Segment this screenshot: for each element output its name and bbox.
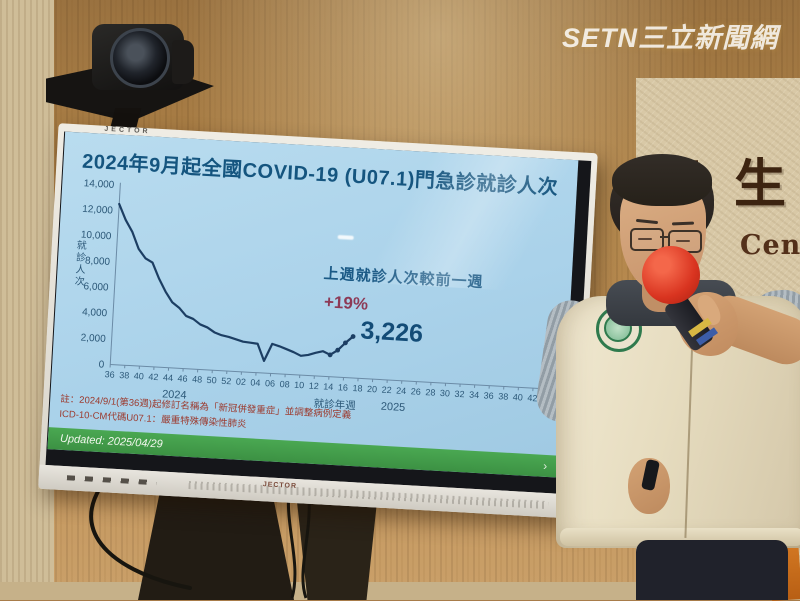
svg-text:6,000: 6,000 bbox=[83, 281, 109, 293]
svg-text:36: 36 bbox=[483, 390, 494, 401]
svg-text:12,000: 12,000 bbox=[82, 204, 114, 217]
eye-left bbox=[638, 238, 652, 240]
svg-text:4,000: 4,000 bbox=[82, 307, 108, 319]
svg-text:30: 30 bbox=[440, 388, 451, 399]
microphone-foam-head bbox=[642, 246, 700, 304]
covid-line-chart: 14,00012,00010,0008,0006,0004,0002,0000就… bbox=[47, 132, 578, 478]
svg-text:48: 48 bbox=[192, 374, 203, 385]
svg-text:12: 12 bbox=[308, 381, 319, 392]
wall-latin-text: Cen bbox=[740, 230, 800, 261]
presentation-display: JECTOR 2024年9月起全國COVID-19 (U07.1)門急診就診人次… bbox=[38, 123, 598, 519]
svg-text:38: 38 bbox=[119, 370, 130, 381]
hair-fringe bbox=[612, 154, 712, 206]
svg-text:34: 34 bbox=[469, 390, 480, 401]
svg-text:08: 08 bbox=[279, 379, 290, 390]
svg-text:20: 20 bbox=[367, 384, 378, 395]
svg-text:40: 40 bbox=[513, 392, 524, 403]
svg-text:診: 診 bbox=[76, 250, 87, 264]
svg-text:10: 10 bbox=[294, 380, 305, 391]
ptz-camera-side bbox=[172, 40, 194, 84]
chevron-right-icon[interactable]: › bbox=[543, 455, 548, 477]
svg-text:50: 50 bbox=[206, 375, 217, 386]
svg-text:26: 26 bbox=[411, 386, 422, 397]
svg-text:36: 36 bbox=[104, 369, 115, 380]
eye-right bbox=[676, 240, 690, 242]
svg-text:人: 人 bbox=[75, 263, 86, 276]
annotation-latest-value: 3,226 bbox=[360, 316, 424, 348]
annotation-percent-change: +19% bbox=[323, 292, 368, 314]
display-control-buttons[interactable] bbox=[67, 475, 157, 485]
svg-text:46: 46 bbox=[177, 373, 188, 384]
svg-text:16: 16 bbox=[338, 382, 349, 393]
camera-lens-icon bbox=[110, 28, 170, 88]
updated-date-label: Updated: 2025/04/29 bbox=[60, 433, 163, 451]
svg-text:42: 42 bbox=[148, 372, 159, 383]
svg-text:次: 次 bbox=[74, 274, 85, 288]
svg-text:14,000: 14,000 bbox=[83, 178, 115, 191]
svg-text:14: 14 bbox=[323, 381, 334, 392]
svg-text:8,000: 8,000 bbox=[85, 256, 111, 268]
trousers bbox=[636, 540, 788, 600]
svg-text:40: 40 bbox=[134, 371, 145, 382]
svg-text:18: 18 bbox=[352, 383, 363, 394]
svg-text:就: 就 bbox=[77, 238, 88, 252]
svg-text:22: 22 bbox=[381, 385, 392, 396]
screen-glare bbox=[338, 235, 354, 240]
news-watermark: SETN三立新聞網 bbox=[562, 16, 778, 55]
svg-text:38: 38 bbox=[498, 391, 509, 402]
svg-text:28: 28 bbox=[425, 387, 436, 398]
svg-text:52: 52 bbox=[221, 376, 232, 387]
svg-text:06: 06 bbox=[265, 378, 276, 389]
svg-text:44: 44 bbox=[163, 372, 174, 383]
svg-text:02: 02 bbox=[236, 377, 247, 388]
slide-display-area[interactable]: 2024年9月起全國COVID-19 (U07.1)門急診就診人次 14,000… bbox=[47, 132, 578, 478]
glasses-bridge bbox=[660, 236, 670, 238]
svg-text:2,000: 2,000 bbox=[80, 333, 106, 345]
svg-text:04: 04 bbox=[250, 377, 261, 388]
svg-text:2025: 2025 bbox=[380, 401, 405, 414]
svg-text:32: 32 bbox=[454, 389, 465, 400]
svg-text:24: 24 bbox=[396, 385, 407, 396]
